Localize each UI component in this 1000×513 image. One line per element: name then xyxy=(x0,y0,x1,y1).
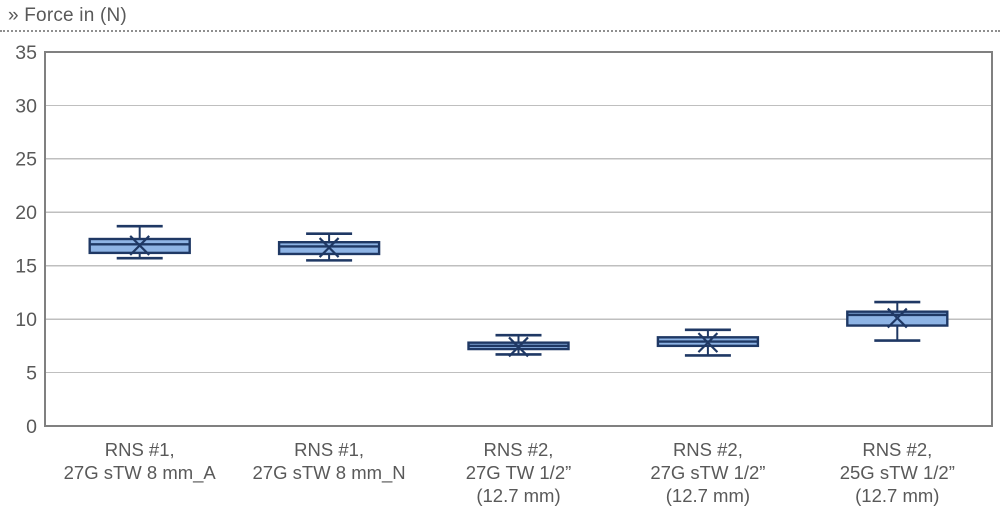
mean-x-marker xyxy=(697,332,719,353)
boxplot-series-2 xyxy=(467,333,570,358)
y-tick-label-30: 30 xyxy=(15,95,37,117)
mean-x-marker xyxy=(318,237,340,258)
y-tick-label-10: 10 xyxy=(15,309,37,331)
dotted-separator xyxy=(0,30,1000,32)
chart-title: » Force in (N) xyxy=(8,5,127,26)
boxplot-series-0 xyxy=(88,224,191,260)
boxplot-series-1 xyxy=(277,232,381,262)
x-category-label-1: RNS #1, 27G sTW 8 mm_N xyxy=(253,439,406,484)
boxplot-svg: 0 5 10 15 20 25 30 35 RNS #1, 27G sTW 8 mm_A RNS #… xyxy=(15,42,993,506)
y-tick-label-0: 0 xyxy=(26,416,37,438)
x-category-label-3: RNS #2, 27G sTW 1/2” (12.7 mm) xyxy=(650,439,765,506)
y-tick-label-15: 15 xyxy=(15,256,37,278)
y-tick-label-20: 20 xyxy=(15,202,37,224)
x-category-label-0: RNS #1, 27G sTW 8 mm_A xyxy=(64,439,217,484)
mean-x-marker xyxy=(887,307,908,329)
mean-x-marker xyxy=(508,336,529,358)
y-tick-label-35: 35 xyxy=(15,42,37,64)
y-tick-label-25: 25 xyxy=(15,149,37,171)
mean-x-marker xyxy=(129,235,150,256)
x-category-label-4: RNS #2, 25G sTW 1/2” (12.7 mm) xyxy=(840,439,955,506)
y-tick-label-5: 5 xyxy=(26,362,37,384)
boxplot-series-4 xyxy=(846,300,949,342)
boxplot-chart: 0 5 10 15 20 25 30 35 RNS #1, 27G sTW 8 mm_A RNS #… xyxy=(0,32,1000,513)
boxplot-series-3 xyxy=(656,328,760,357)
plot-frame xyxy=(44,51,993,427)
chart-header: » Force in (N) xyxy=(0,0,1000,30)
x-category-label-2: RNS #2, 27G TW 1/2” (12.7 mm) xyxy=(466,439,572,506)
